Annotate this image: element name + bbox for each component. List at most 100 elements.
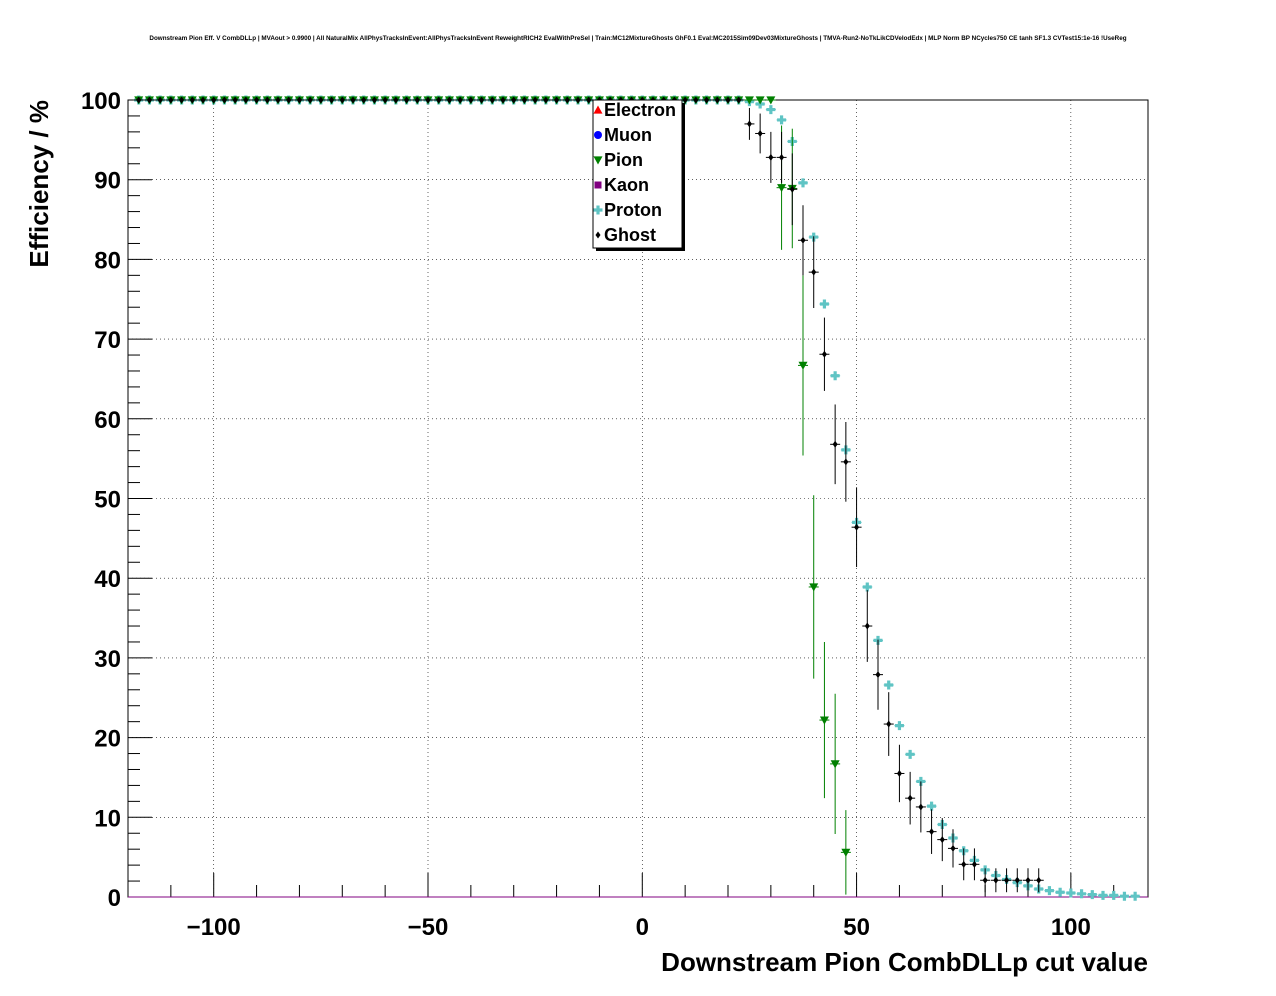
pion-data-point xyxy=(798,361,808,370)
ghost-data-point xyxy=(254,96,260,104)
proton-data-point xyxy=(1119,891,1129,901)
ghost-data-point xyxy=(157,96,163,104)
y-tick-label: 70 xyxy=(94,327,121,354)
ghost-data-point xyxy=(179,96,185,104)
proton-data-point xyxy=(1077,889,1087,899)
ghost-data-point xyxy=(982,876,988,884)
ghost-data-point xyxy=(511,96,517,104)
proton-data-point xyxy=(798,178,808,188)
ghost-data-point xyxy=(221,96,227,104)
ghost-data-point xyxy=(1014,876,1020,884)
x-tick-label: 50 xyxy=(843,914,870,941)
legend-marker-muon xyxy=(594,131,602,139)
proton-data-point xyxy=(830,371,840,381)
legend-label-muon: Muon xyxy=(604,125,652,145)
ghost-data-point xyxy=(296,96,302,104)
ghost-data-point xyxy=(811,268,817,276)
y-tick-label: 80 xyxy=(94,247,121,274)
legend-marker-ghost xyxy=(595,231,601,239)
ghost-data-point xyxy=(232,96,238,104)
legend-marker-proton xyxy=(593,205,603,215)
ghost-data-point xyxy=(586,96,592,104)
x-tick-label: 100 xyxy=(1051,914,1091,941)
ghost-data-point xyxy=(757,129,763,137)
ghost-data-point xyxy=(971,860,977,868)
ghost-data-point xyxy=(264,96,270,104)
ghost-data-point xyxy=(339,96,345,104)
ghost-data-point xyxy=(993,876,999,884)
ghost-data-point xyxy=(489,96,495,104)
ghost-data-point xyxy=(875,671,881,679)
pion-data-point xyxy=(744,96,754,105)
ghost-data-point xyxy=(168,96,174,104)
ghost-data-point xyxy=(146,96,152,104)
ghost-data-point xyxy=(843,458,849,466)
ghost-data-point xyxy=(468,96,474,104)
x-axis-title: Downstream Pion CombDLLp cut value xyxy=(661,947,1148,977)
ghost-data-point xyxy=(704,96,710,104)
ghost-data-point xyxy=(382,96,388,104)
ghost-data-point xyxy=(746,120,752,128)
ghost-data-point xyxy=(189,96,195,104)
y-tick-label: 60 xyxy=(94,407,121,434)
y-tick-label: 40 xyxy=(94,566,121,593)
ghost-data-point xyxy=(736,96,742,104)
ghost-data-point xyxy=(961,860,967,868)
ghost-data-point xyxy=(211,96,217,104)
ghost-data-point xyxy=(575,96,581,104)
proton-data-point xyxy=(862,582,872,592)
ghost-data-point xyxy=(1025,876,1031,884)
ghost-data-point xyxy=(393,96,399,104)
ghost-data-point xyxy=(854,523,860,531)
pion-data-point xyxy=(830,760,840,769)
legend-marker-kaon xyxy=(594,181,602,189)
ghost-data-point xyxy=(1036,876,1042,884)
legend-label-ghost: Ghost xyxy=(604,225,656,245)
proton-data-point xyxy=(1098,890,1108,900)
ghost-data-point xyxy=(500,96,506,104)
ghost-data-point xyxy=(864,622,870,630)
ghost-data-point xyxy=(789,185,795,193)
proton-data-point xyxy=(1066,888,1076,898)
ghost-data-point xyxy=(939,836,945,844)
y-axis-title: Efficiency / % xyxy=(24,100,54,268)
ghost-data-point xyxy=(425,96,431,104)
ghost-data-point xyxy=(1004,876,1010,884)
pion-data-point xyxy=(819,716,829,725)
ghost-data-point xyxy=(779,153,785,161)
y-tick-label: 0 xyxy=(108,885,121,912)
series-ghost xyxy=(133,96,1044,893)
data-series xyxy=(128,95,1148,901)
ghost-data-point xyxy=(521,96,527,104)
ghost-data-point xyxy=(950,844,956,852)
proton-data-point xyxy=(927,801,937,811)
pion-data-point xyxy=(809,583,819,592)
y-tick-label: 90 xyxy=(94,168,121,195)
legend-label-kaon: Kaon xyxy=(604,175,649,195)
proton-data-point xyxy=(819,299,829,309)
ghost-data-point xyxy=(693,96,699,104)
ghost-data-point xyxy=(479,96,485,104)
ghost-data-point xyxy=(307,96,313,104)
ghost-data-point xyxy=(318,96,324,104)
ghost-data-point xyxy=(446,96,452,104)
ghost-data-point xyxy=(371,96,377,104)
chart-title: Downstream Pion Eff. V CombDLLp | MVAout… xyxy=(149,35,1127,42)
ghost-data-point xyxy=(554,96,560,104)
x-tick-label: 0 xyxy=(636,914,649,941)
proton-data-point xyxy=(1087,890,1097,900)
y-tick-label: 30 xyxy=(94,646,121,673)
ghost-data-point xyxy=(414,96,420,104)
ghost-data-point xyxy=(725,96,731,104)
proton-data-point xyxy=(884,680,894,690)
ghost-data-point xyxy=(361,96,367,104)
x-tick-label: −100 xyxy=(187,914,241,941)
ghost-data-point xyxy=(275,96,281,104)
ghost-data-point xyxy=(768,153,774,161)
ghost-data-point xyxy=(918,803,924,811)
pion-data-point xyxy=(755,96,765,105)
legend-label-pion: Pion xyxy=(604,150,643,170)
ghost-data-point xyxy=(821,350,827,358)
ghost-data-point xyxy=(436,96,442,104)
